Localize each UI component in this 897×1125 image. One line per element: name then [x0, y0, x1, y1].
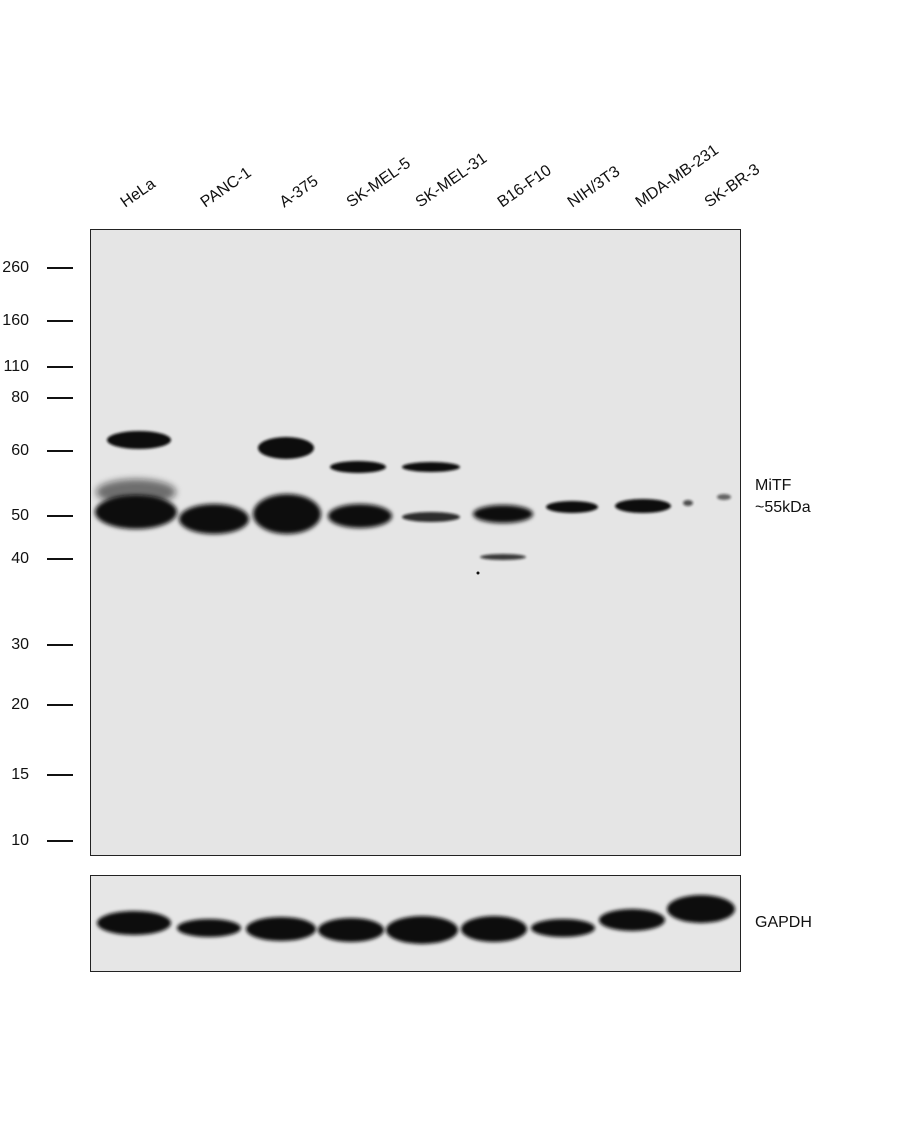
mw-marker-15: 15	[0, 765, 73, 785]
lane-label-b16-f10: B16-F10	[494, 162, 555, 212]
mw-tick	[47, 267, 73, 269]
mw-label: 60	[11, 442, 29, 459]
mw-tick	[47, 320, 73, 322]
lane-labels: HeLa PANC-1 A-375 SK-MEL-5 SK-MEL-31 B16…	[0, 0, 897, 230]
gapdh-band-sk-br-3	[667, 895, 735, 923]
band-b16-f10-main	[473, 505, 533, 523]
mw-marker-110: 110	[0, 357, 73, 377]
mw-tick	[47, 644, 73, 646]
gapdh-band-sk-mel-31	[386, 916, 458, 944]
mw-tick	[47, 840, 73, 842]
mw-marker-60: 60	[0, 441, 73, 461]
mw-marker-50: 50	[0, 506, 73, 526]
band-a-375-main	[253, 494, 321, 534]
main-blot-membrane	[90, 229, 741, 856]
mw-marker-20: 20	[0, 695, 73, 715]
gapdh-band-a-375	[246, 917, 316, 941]
lane-label-panc-1: PANC-1	[197, 164, 255, 212]
mw-tick	[47, 515, 73, 517]
mw-label: 160	[2, 312, 29, 329]
loading-control-bands	[97, 895, 735, 944]
band-nih-3t3-main	[546, 501, 598, 513]
band-a-375-upper	[258, 437, 314, 459]
lane-label-sk-br-3: SK-BR-3	[701, 161, 764, 212]
lane-label-nih-3t3: NIH/3T3	[564, 163, 624, 212]
gapdh-band-b16-f10	[461, 916, 527, 942]
band-sk-br-3-faint-2	[717, 494, 731, 500]
target-size: ~55kDa	[755, 499, 811, 516]
mw-tick	[47, 558, 73, 560]
band-panc-1-main	[179, 504, 249, 534]
gapdh-band-sk-mel-5	[318, 918, 384, 942]
mw-tick	[47, 450, 73, 452]
mw-marker-10: 10	[0, 831, 73, 851]
lane-label-a-375: A-375	[276, 172, 322, 212]
mw-label: 30	[11, 636, 29, 653]
lane-label-hela: HeLa	[117, 175, 159, 212]
target-label: MiTF ~55kDa	[755, 475, 811, 519]
gapdh-band-nih-3t3	[531, 919, 595, 937]
gapdh-band-mda-mb-231	[599, 909, 665, 931]
band-hela-upper	[107, 431, 171, 449]
main-blot-bands	[95, 431, 731, 575]
mw-tick	[47, 774, 73, 776]
band-hela-main	[95, 495, 177, 529]
band-sk-br-3-faint-1	[683, 500, 693, 506]
lane-label-sk-mel-31: SK-MEL-31	[412, 149, 491, 212]
mw-label: 15	[11, 766, 29, 783]
target-name: MiTF	[755, 477, 792, 494]
band-sk-mel-5-main	[328, 504, 392, 528]
band-sk-mel-31-upper	[402, 462, 460, 472]
band-sk-mel-5-upper	[330, 461, 386, 473]
band-sk-mel-31-main	[402, 512, 460, 522]
lane-label-sk-mel-5: SK-MEL-5	[343, 154, 414, 212]
gapdh-band-panc-1	[177, 919, 241, 937]
band-mda-mb-231-main	[615, 499, 671, 513]
mw-label: 20	[11, 696, 29, 713]
mw-marker-260: 260	[0, 258, 73, 278]
gapdh-band-hela	[97, 911, 171, 935]
mw-tick	[47, 366, 73, 368]
mw-marker-30: 30	[0, 635, 73, 655]
mw-label: 10	[11, 832, 29, 849]
mw-tick	[47, 397, 73, 399]
mw-label: 80	[11, 389, 29, 406]
mw-tick	[47, 704, 73, 706]
mw-label: 40	[11, 550, 29, 567]
mw-marker-80: 80	[0, 388, 73, 408]
mw-label: 110	[3, 358, 29, 375]
loading-control-label: GAPDH	[755, 914, 812, 931]
mw-label: 50	[11, 507, 29, 524]
loading-control-blot-membrane	[90, 875, 741, 972]
mw-label: 260	[2, 259, 29, 276]
band-b16-f10-lower	[480, 554, 526, 560]
dot-b16-f10	[476, 571, 480, 575]
mw-marker-40: 40	[0, 549, 73, 569]
mw-marker-160: 160	[0, 311, 73, 331]
